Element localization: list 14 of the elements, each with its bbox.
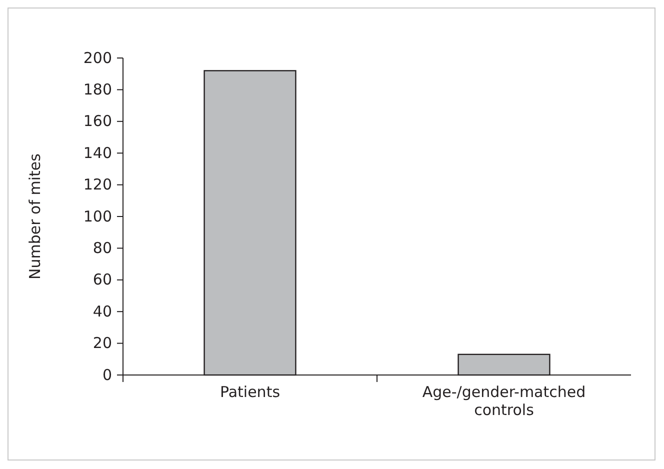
y-tick-label: 180 [83, 80, 112, 98]
y-tick-label: 120 [83, 176, 112, 194]
y-axis-title: Number of mites [26, 153, 44, 280]
y-tick-label: 200 [83, 48, 112, 67]
y-tick-label: 80 [92, 239, 112, 257]
y-tick-label: 140 [83, 144, 112, 162]
y-tick-label: 60 [92, 270, 112, 289]
x-tick-label: Patients [220, 383, 280, 401]
y-tick-label: 20 [92, 334, 112, 352]
y-tick-label: 40 [92, 302, 112, 320]
y-tick-label: 160 [83, 112, 112, 130]
y-tick-label: 0 [102, 366, 112, 384]
x-tick-label: Age-/gender-matched controls [422, 383, 586, 419]
y-tick-label: 100 [83, 207, 112, 226]
